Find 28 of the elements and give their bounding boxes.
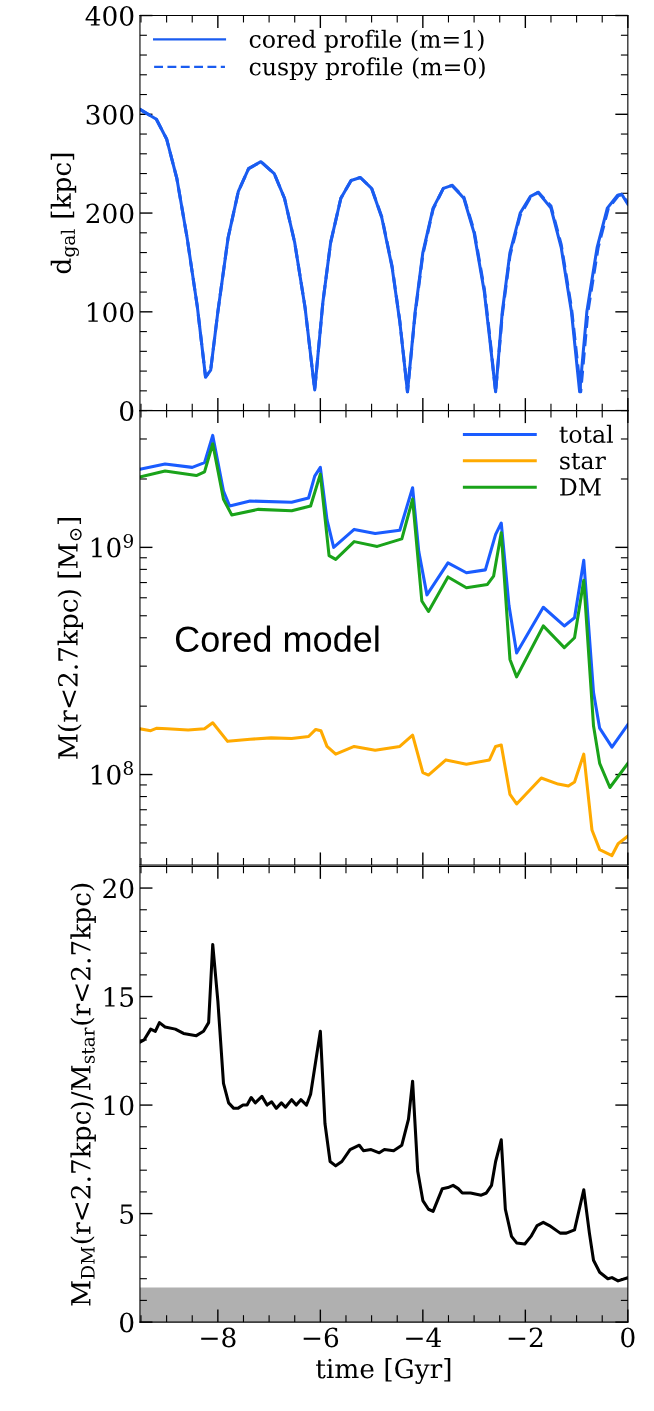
legend-label: cuspy profile (m=0) [249,57,485,81]
y-tick-label: 0 [120,401,134,421]
y-tick-label: 5 [120,1204,134,1224]
y-axis-title: d$_{gal}$ [kpc] [50,153,79,274]
y-tick-label: 10 [104,1095,134,1116]
x-tick-label: −4 [406,1327,441,1348]
legend-label: total [559,424,613,444]
x-tick-label: −8 [201,1327,236,1348]
y-tick-label: 15 [104,987,134,1007]
y-tick-label: 10$^{9}$ [91,533,133,558]
x-tick-label: −6 [303,1327,339,1348]
annotation: Cored model [175,625,379,653]
y-axis-title: M$_{DM}$(r<2.7kpc)/M$_{star}$(r<2.7kpc) [70,883,96,1306]
y-tick-label: 20 [103,878,134,899]
x-tick-label: 0 [621,1327,635,1348]
y-tick-label: 0 [120,1312,134,1333]
legend-label: DM [560,478,601,496]
y-tick-label: 200 [86,203,134,224]
y-axis-title: M(r<2.7kpc) [M$_{⊙}$] [57,517,84,759]
y-tick-label: 300 [86,104,134,125]
x-tick-label: −2 [508,1327,543,1348]
legend-label: cored profile (m=1) [249,29,484,53]
legend-label: star [560,453,606,470]
line-series [139,721,628,858]
y-tick-label: 100 [87,302,134,323]
y-tick-label: 400 [85,5,134,26]
x-axis-title: time [Gyr] [316,1358,451,1384]
y-tick-label: 10$^{8}$ [91,761,133,785]
